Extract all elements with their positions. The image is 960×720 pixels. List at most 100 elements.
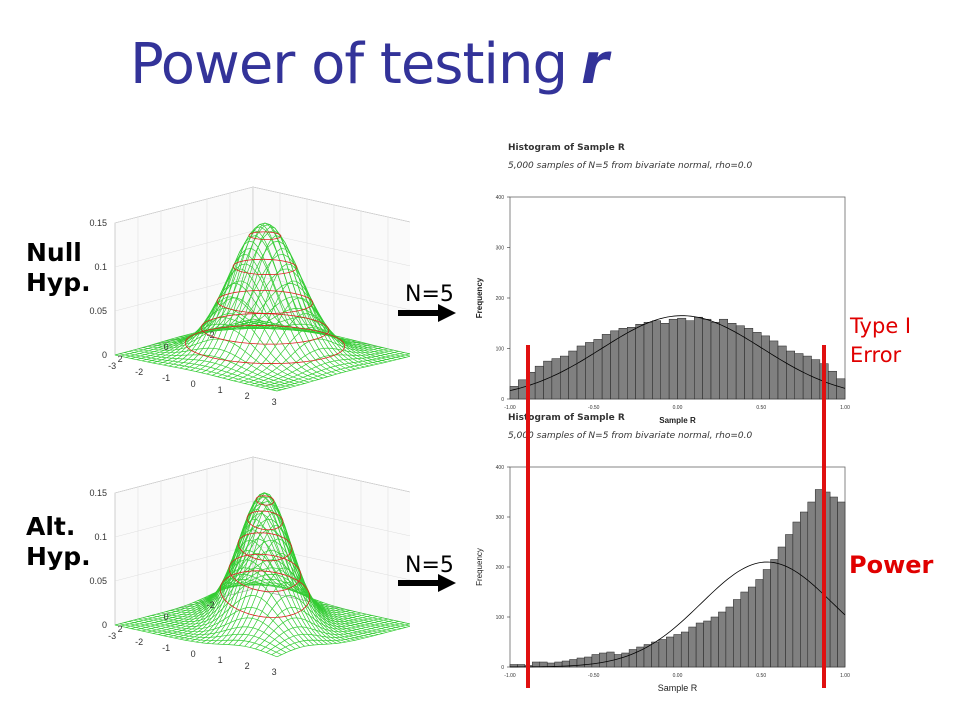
histogram-bar (652, 320, 661, 400)
histogram-bar (635, 324, 645, 400)
y-tick-label: 200 (496, 565, 505, 571)
histogram-bar (802, 355, 812, 400)
y-tick-label: 100 (496, 347, 505, 353)
grid-line (114, 230, 410, 268)
histogram-bar (610, 330, 620, 400)
x-tick-label: -1 (162, 643, 170, 653)
x-tick-label: 0.00 (673, 405, 683, 411)
histogram-bar (770, 559, 779, 668)
grid-line (114, 456, 410, 494)
mesh-line (255, 349, 394, 387)
hist-subtitle: 5,000 samples of N=5 from bivariate norm… (508, 431, 753, 441)
histogram-bar (636, 646, 645, 668)
histogram-bar (792, 521, 801, 668)
z-tick-label: 0 (102, 620, 107, 630)
histogram-bar (752, 332, 762, 400)
x-tick-label: 1 (218, 655, 223, 665)
z-tick-label: 0.15 (89, 218, 107, 228)
histogram-bar (785, 534, 794, 668)
null-hyp-line1: Null (26, 238, 82, 267)
y-tick-label: 300 (496, 515, 505, 521)
alt-hyp-line2: Hyp. (26, 542, 91, 571)
histogram-bar (673, 634, 682, 668)
arrow-label-alt: N=5 (405, 553, 454, 578)
z-tick-label: 0 (102, 350, 107, 360)
histogram-bar (576, 345, 586, 400)
hist-title: Histogram of Sample R (508, 413, 625, 423)
histogram-bar (532, 661, 541, 668)
mesh-line (133, 349, 296, 387)
histogram-bar (725, 606, 734, 668)
contour-line (255, 495, 275, 506)
histogram-bar (618, 328, 628, 400)
contour-lines (219, 495, 311, 618)
histogram-plot: 0 100 200 300 400 -1.00 -0.50 0.00 0.50 1.00 Sampl… (475, 195, 850, 425)
x-tick-label: -3 (108, 631, 116, 641)
y-tick-label: -2 (207, 330, 215, 340)
histogram-bar (740, 591, 749, 668)
mesh-line (260, 621, 399, 651)
y-tick-label: 0 (501, 665, 504, 671)
grid-line (114, 500, 410, 538)
grid-line (114, 186, 410, 224)
x-axis-label: Sample R (658, 683, 698, 693)
histogram-bar (727, 323, 737, 400)
mesh-line (128, 350, 291, 388)
null-bivariate-surface: 0.15 0.1 0.05 0 2 0 -2 -3 -2 -1 0 1 2 3 (89, 186, 410, 407)
x-tick-label: 0 (191, 379, 196, 389)
histogram-bar (627, 327, 636, 400)
histogram-bar (829, 496, 838, 668)
mesh-line (271, 623, 410, 656)
title-text: Power of testing (130, 32, 568, 97)
surface-box (114, 456, 410, 626)
mesh-line (124, 352, 287, 389)
y-axis-label: Frequency (475, 548, 484, 586)
histogram-bar (660, 323, 670, 400)
contour-line (246, 510, 284, 531)
x-tick-label: -2 (135, 367, 143, 377)
histogram-bar (509, 386, 519, 400)
mesh-line (271, 353, 410, 391)
histogram-bar (777, 345, 787, 400)
histogram-bar (606, 651, 615, 668)
contour-line (184, 325, 346, 364)
histogram-plot: 0 100 200 300 400 -1.00 -0.50 0.00 0.50 1.00 Sampl… (475, 465, 850, 693)
contour-line (216, 290, 314, 314)
histogram-bar (695, 622, 704, 668)
histogram-bar (761, 335, 770, 400)
y-tick-label: 0 (164, 342, 169, 352)
x-tick-label: -1.00 (504, 405, 516, 411)
mesh-line (114, 624, 278, 658)
mesh-line (119, 353, 282, 391)
type1-line1: Type I (850, 314, 912, 338)
contour-line (200, 313, 330, 345)
histogram-bar (807, 501, 816, 668)
z-tick-label: 0.1 (94, 262, 107, 272)
contour-line (248, 231, 282, 240)
histogram-bar (837, 501, 846, 668)
critical-line-right (822, 345, 826, 688)
x-tick-label: 1 (218, 385, 223, 395)
histogram-bar (621, 652, 630, 668)
x-tick-label: 1.00 (840, 405, 850, 411)
contour-line (219, 570, 311, 618)
histogram-bar (688, 626, 697, 668)
histogram-bar (677, 317, 687, 400)
mesh-line (114, 354, 278, 392)
mesh-line (266, 352, 405, 389)
back-wall (252, 456, 410, 625)
x-tick-label: 0.50 (756, 673, 766, 679)
surface-box (114, 186, 410, 356)
histogram-bar (585, 342, 594, 400)
y-tick-label: 400 (496, 465, 505, 471)
critical-line-left (526, 345, 530, 688)
y-tick-label: 100 (496, 615, 505, 621)
x-tick-label: 3 (272, 667, 277, 677)
mesh-line (276, 355, 410, 392)
histogram-bar (628, 649, 637, 668)
histogram-bar (747, 586, 756, 668)
x-tick-label: 2 (245, 661, 250, 671)
histogram-bar (591, 654, 600, 668)
histogram-bar (593, 339, 603, 400)
x-axis-label: Sample R (659, 416, 696, 425)
